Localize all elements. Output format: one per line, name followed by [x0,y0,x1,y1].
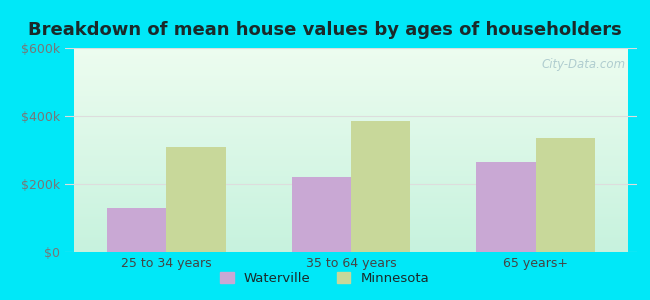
Bar [536,138,595,252]
Bar [292,177,351,252]
Bar [107,208,166,252]
Text: Breakdown of mean house values by ages of householders: Breakdown of mean house values by ages o… [28,21,622,39]
Bar [351,121,410,252]
Text: City-Data.com: City-Data.com [541,58,625,71]
Legend: Waterville, Minnesota: Waterville, Minnesota [215,267,435,290]
Bar [476,162,536,252]
Bar [166,147,226,252]
